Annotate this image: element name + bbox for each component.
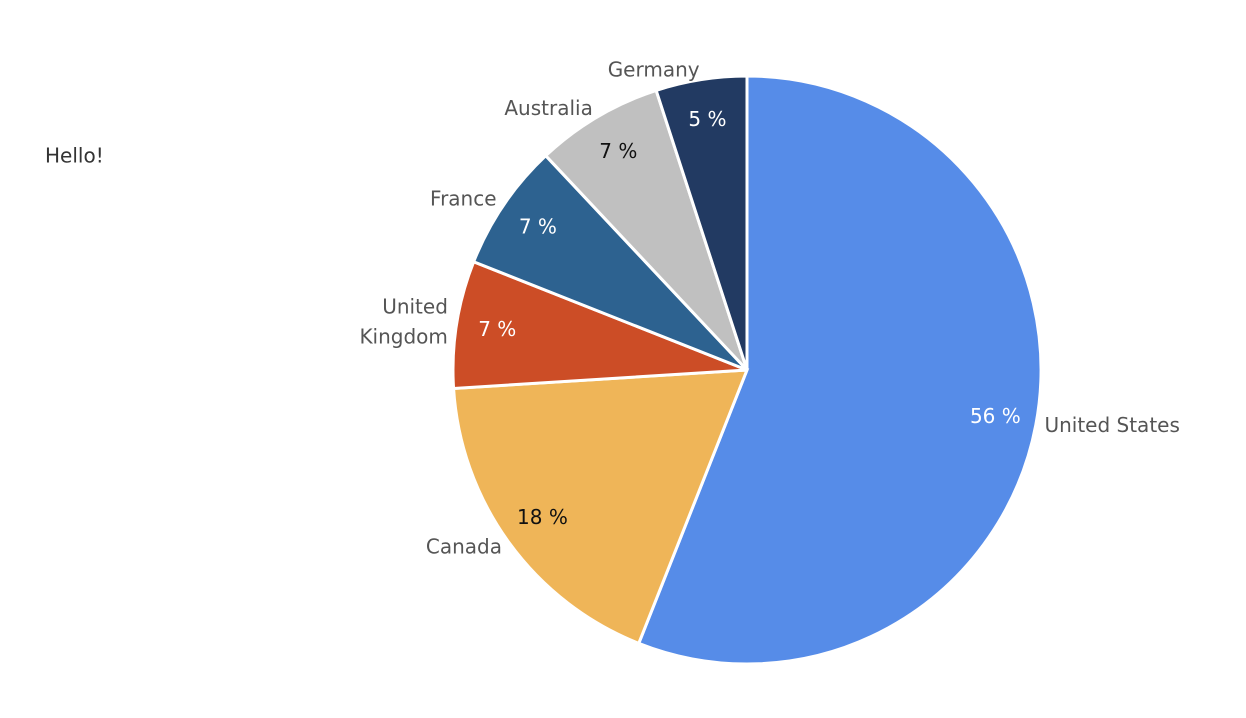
pie-slice: [543, 88, 749, 372]
category-label: Germany: [608, 57, 700, 81]
value-label: 7 %: [478, 317, 516, 341]
category-label: United States: [1044, 413, 1179, 437]
pie-slice: [636, 74, 1043, 666]
value-label: 18 %: [517, 505, 568, 529]
pie-slice: [471, 153, 749, 372]
category-label: Australia: [504, 96, 592, 120]
annotation: Hello!: [45, 144, 104, 168]
category-label: United Kingdom: [359, 294, 447, 348]
pie-slice: [451, 368, 750, 646]
category-label: Canada: [426, 534, 502, 558]
value-label: 7 %: [599, 139, 637, 163]
value-label: 56 %: [970, 404, 1021, 428]
pie-slice: [451, 259, 748, 391]
category-label: France: [430, 186, 497, 210]
value-label: 5 %: [688, 107, 726, 131]
value-label: 7 %: [519, 214, 557, 238]
pie-slice: [654, 74, 749, 371]
